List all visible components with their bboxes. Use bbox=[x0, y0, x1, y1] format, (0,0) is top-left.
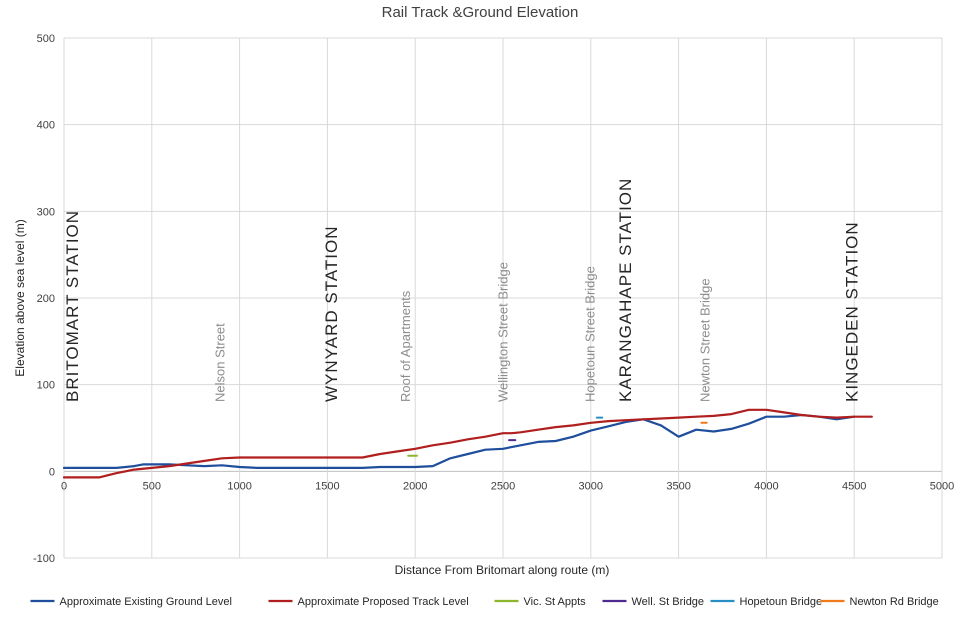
x-tick-labels: 0 500 1000 1500 2000 2500 3000 3500 4000 4500 5000 bbox=[61, 480, 954, 492]
y-tick-label: -100 bbox=[33, 553, 55, 565]
x-tick-label: 0 bbox=[61, 480, 67, 492]
y-tick-label: 100 bbox=[37, 380, 55, 392]
landmark-label: Roof of Apartments bbox=[398, 290, 413, 402]
y-tick-labels: -100 0 100 200 300 400 500 bbox=[33, 33, 55, 565]
legend: Approximate Existing Ground Level Approxi… bbox=[30, 596, 939, 608]
x-tick-label: 4500 bbox=[842, 480, 866, 492]
station-label: KINGEDEN STATION bbox=[843, 221, 862, 402]
series-line bbox=[62, 408, 873, 479]
y-tick-label: 500 bbox=[37, 33, 55, 45]
x-tick-label: 1000 bbox=[227, 480, 251, 492]
x-tick-label: 1500 bbox=[315, 480, 339, 492]
landmark-label: Nelson Street bbox=[213, 323, 228, 402]
y-axis-label: Elevation above sea level (m) bbox=[13, 219, 27, 376]
legend-label: Approximate Existing Ground Level bbox=[60, 596, 232, 608]
x-tick-label: 3500 bbox=[666, 480, 690, 492]
landmark-label: Hopetoun Street Bridge bbox=[582, 266, 597, 402]
legend-label: Newton Rd Bridge bbox=[850, 596, 939, 608]
station-label: KARANGAHAPE STATION bbox=[616, 178, 635, 402]
station-label: WYNYARD STATION bbox=[322, 226, 341, 403]
legend-label: Hopetoun Bridge bbox=[740, 596, 823, 608]
route-annotations: BRITOMART STATION Nelson Street WYNYARD ST… bbox=[63, 178, 862, 402]
station-label: BRITOMART STATION bbox=[63, 210, 82, 402]
legend-label: Vic. St Appts bbox=[524, 596, 587, 608]
landmark-label: Wellington Street Bridge bbox=[495, 262, 510, 402]
x-axis-label: Distance From Britomart along route (m) bbox=[395, 563, 610, 577]
y-tick-label: 300 bbox=[37, 206, 55, 218]
grid-lines bbox=[63, 37, 943, 559]
y-tick-label: 400 bbox=[37, 120, 55, 132]
x-tick-label: 2500 bbox=[491, 480, 515, 492]
chart-title: Rail Track &Ground Elevation bbox=[382, 4, 579, 21]
y-tick-label: 200 bbox=[37, 293, 55, 305]
x-tick-label: 5000 bbox=[930, 480, 954, 492]
x-tick-label: 3000 bbox=[579, 480, 603, 492]
y-tick-label: 0 bbox=[49, 466, 55, 478]
x-tick-label: 2000 bbox=[403, 480, 427, 492]
legend-label: Well. St Bridge bbox=[632, 596, 705, 608]
x-tick-label: 4000 bbox=[754, 480, 778, 492]
x-tick-label: 500 bbox=[143, 480, 161, 492]
landmark-label: Newton Street Bridge bbox=[697, 278, 712, 402]
series-lines bbox=[62, 408, 873, 479]
legend-label: Approximate Proposed Track Level bbox=[298, 596, 469, 608]
